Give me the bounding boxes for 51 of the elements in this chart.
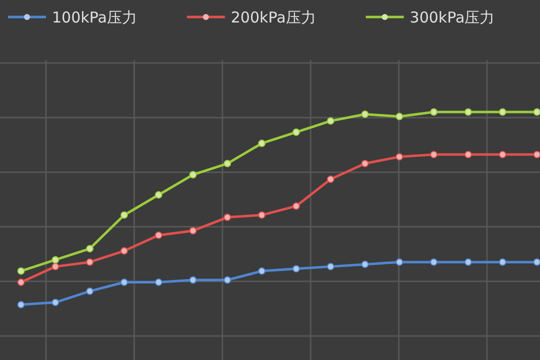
point: [120, 278, 128, 286]
point: [396, 153, 404, 160]
point: [464, 258, 472, 266]
point: [361, 160, 369, 168]
point: [189, 276, 197, 284]
point: [120, 247, 128, 255]
point: [396, 112, 404, 120]
point: [120, 211, 128, 219]
point: [533, 150, 540, 158]
point: [464, 150, 472, 158]
point: [86, 258, 94, 266]
point: [17, 267, 25, 275]
point: [326, 262, 334, 270]
legend-label: 100kPa压力: [52, 8, 137, 26]
point: [533, 108, 540, 116]
point: [86, 244, 94, 252]
point: [533, 258, 540, 266]
point: [326, 176, 334, 183]
legend-label: 200kPa压力: [230, 8, 316, 26]
point: [52, 256, 60, 264]
point: [498, 258, 506, 266]
point: [189, 227, 197, 234]
point: [189, 171, 197, 178]
point: [52, 262, 60, 270]
point: [17, 278, 25, 286]
point: [86, 288, 94, 295]
point: [498, 108, 506, 116]
point: [430, 258, 438, 266]
point: [154, 232, 162, 239]
point: [430, 108, 438, 116]
point: [52, 298, 60, 306]
point: [361, 260, 369, 268]
point: [292, 128, 300, 136]
point: [258, 211, 266, 219]
point: [361, 110, 369, 118]
point: [498, 150, 506, 158]
point: [258, 140, 266, 148]
point: [292, 202, 300, 210]
point: [224, 160, 232, 168]
point: [464, 108, 472, 116]
point: [224, 276, 232, 284]
point: [326, 117, 334, 125]
point: [154, 191, 162, 199]
point: [396, 258, 404, 266]
point: [258, 267, 266, 275]
point: [292, 265, 300, 272]
point: [154, 278, 162, 286]
point: [430, 150, 438, 158]
point: [17, 300, 25, 308]
point: [224, 214, 232, 221]
legend-label: 300kPa压力: [410, 8, 495, 26]
